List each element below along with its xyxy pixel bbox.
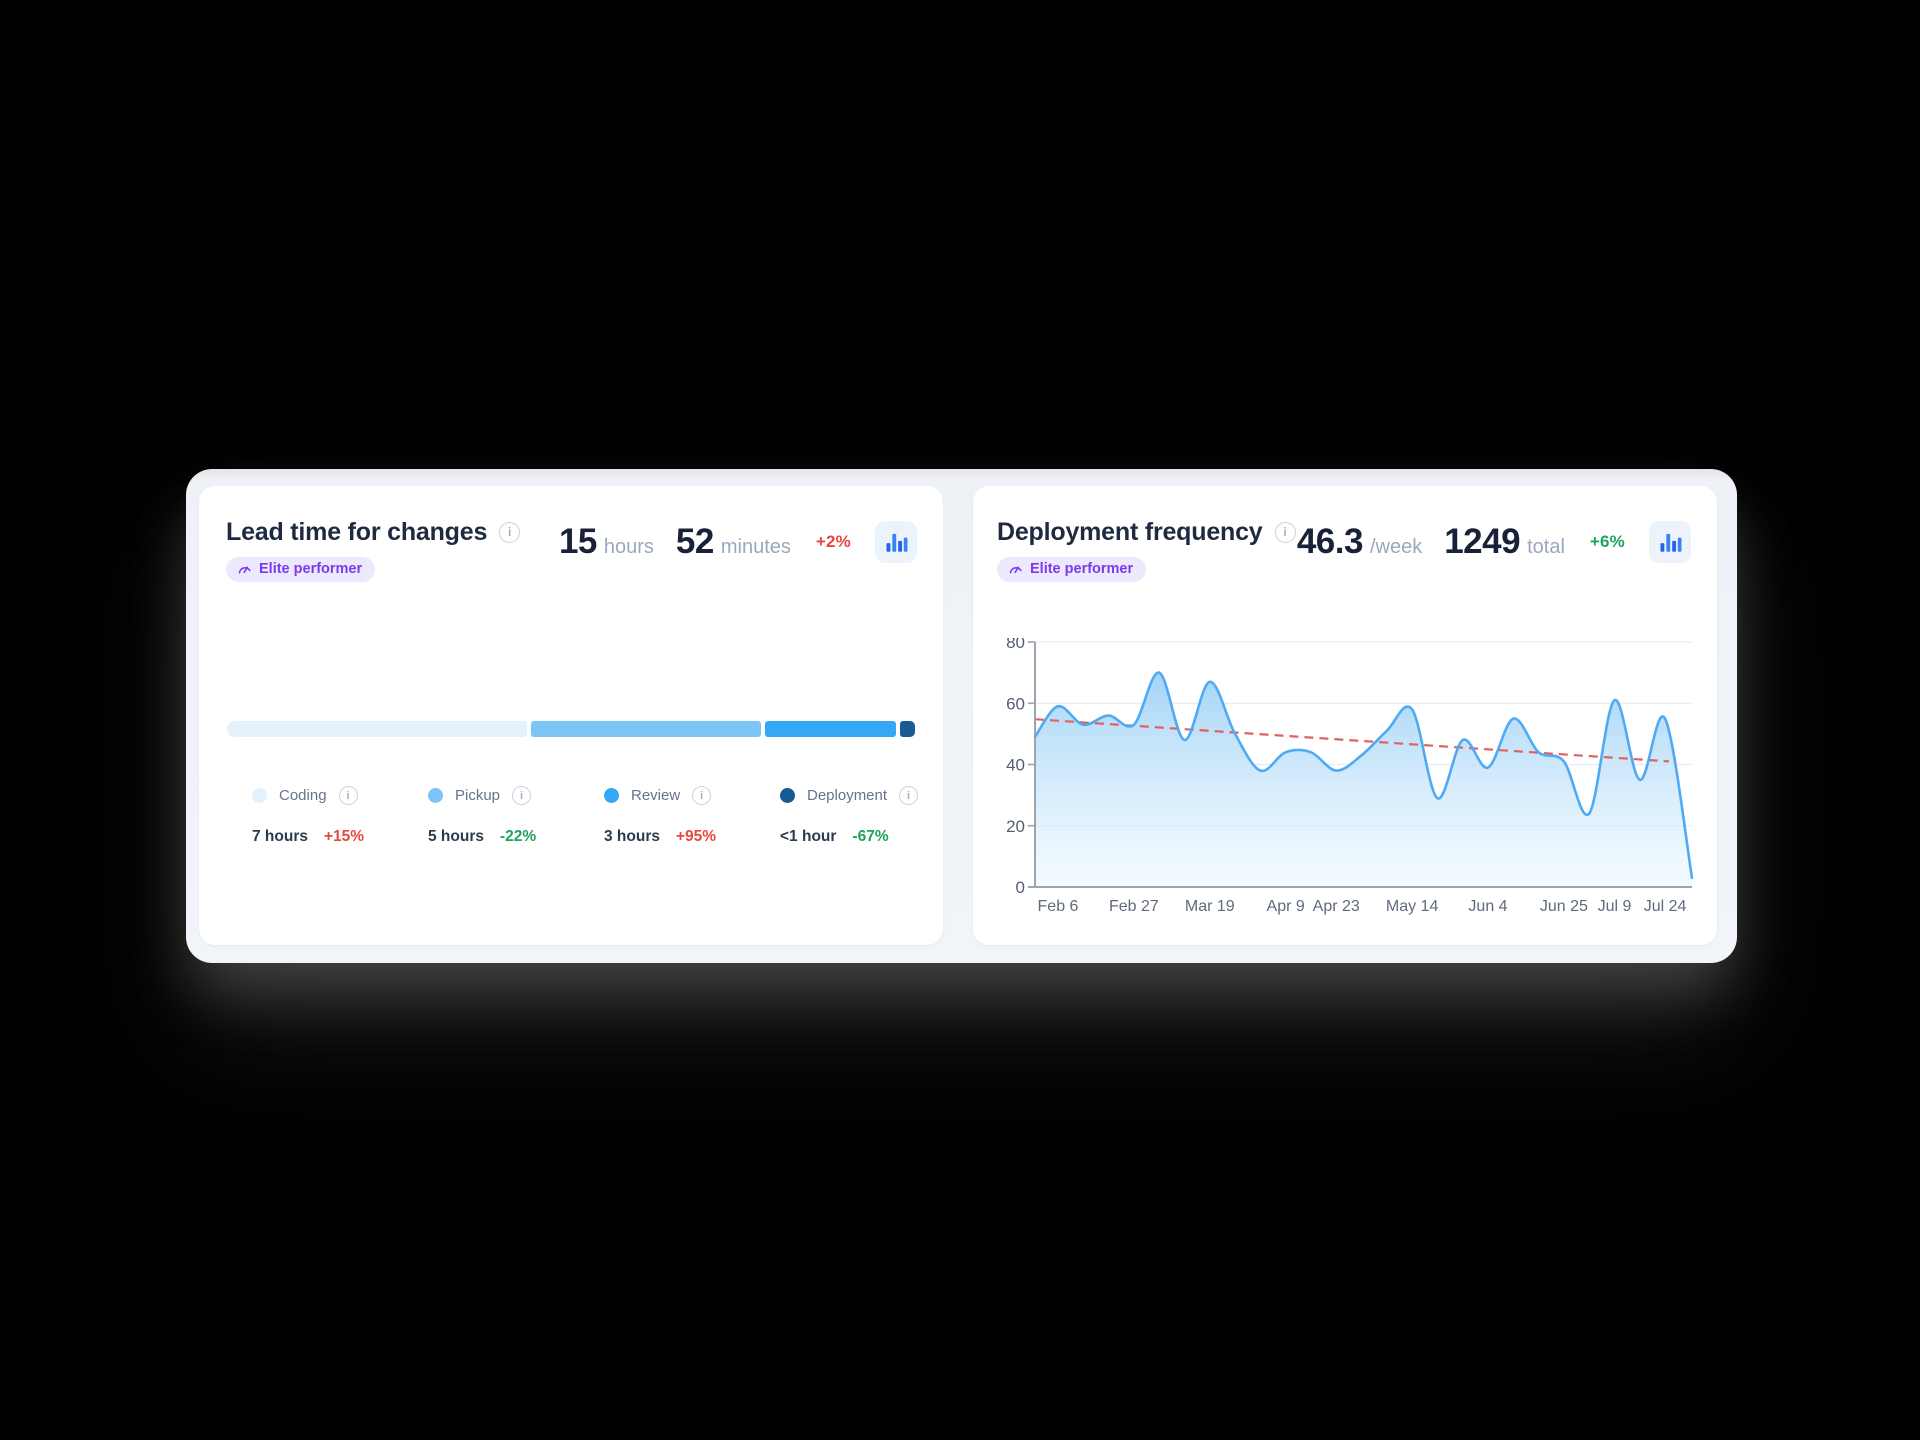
legend-item-review: Review 3 hours +95% <box>604 786 780 846</box>
metric-unit: /week <box>1369 536 1423 558</box>
legend-dot <box>604 788 619 803</box>
info-icon[interactable] <box>692 786 712 805</box>
x-axis-label: Apr 9 <box>1267 898 1305 915</box>
metric-unit: hours <box>603 536 654 558</box>
y-axis-label: 20 <box>1006 817 1025 836</box>
y-axis-label: 0 <box>1016 878 1025 897</box>
deployment-frequency-chart[interactable]: 0 20 40 60 80 Feb 6 Feb 27 Mar 19 Apr 9 Apr 23 May… <box>991 638 1695 934</box>
info-icon[interactable] <box>1274 521 1296 543</box>
legend-change: +95% <box>675 828 717 845</box>
legend-change: -22% <box>499 828 537 845</box>
lead-time-legend: Coding 7 hours +15% Pickup 5 hours -22% Review… <box>224 786 943 846</box>
change-badge: +6% <box>1589 532 1625 551</box>
x-axis-label: May 14 <box>1386 898 1439 915</box>
metric-per-week: 46.3 /week <box>1297 522 1422 562</box>
info-icon[interactable] <box>899 786 919 805</box>
x-axis-label: Jun 25 <box>1540 898 1588 915</box>
metric-total: 1249 total <box>1444 522 1565 562</box>
legend-item-deployment: Deployment <1 hour -67% <box>780 786 956 846</box>
x-axis-label: Jun 4 <box>1468 898 1507 915</box>
metric-unit: total <box>1527 536 1565 558</box>
legend-value: 3 hours <box>604 828 660 845</box>
bar-chart-icon <box>1660 533 1682 552</box>
bar-chart-icon <box>886 533 908 552</box>
metric-hours: 15 hours <box>559 522 654 562</box>
metric-value: 15 <box>558 522 597 561</box>
info-icon[interactable] <box>512 786 532 805</box>
card-title: Deployment frequency <box>997 518 1263 546</box>
trend-line <box>1034 718 1670 763</box>
legend-value: 5 hours <box>428 828 484 845</box>
elite-performer-badge: Elite performer <box>226 557 376 582</box>
metric-value: 46.3 <box>1296 522 1364 561</box>
x-axis-label: Feb 27 <box>1109 898 1159 915</box>
info-icon[interactable] <box>499 521 521 543</box>
bar-segment-pickup[interactable] <box>530 721 761 737</box>
badge-label: Elite performer <box>259 561 363 577</box>
x-axis-label: Jul 24 <box>1644 898 1687 915</box>
legend-dot <box>780 788 795 803</box>
legend-item-pickup: Pickup 5 hours -22% <box>428 786 604 846</box>
bar-segment-review[interactable] <box>764 721 896 737</box>
legend-label: Deployment <box>807 787 888 804</box>
legend-label: Coding <box>279 787 327 804</box>
legend-value: 7 hours <box>252 828 308 845</box>
metrics-panel: Lead time for changes Elite performer 15 <box>186 469 1737 963</box>
bar-segment-deployment[interactable] <box>899 721 915 737</box>
x-axis-label: Jul 9 <box>1598 898 1632 915</box>
elite-performer-badge: Elite performer <box>997 557 1147 582</box>
legend-label: Pickup <box>455 787 501 804</box>
card-deployment-frequency: Deployment frequency Elite performer 46.… <box>973 486 1717 945</box>
area-series-line <box>1033 671 1694 880</box>
y-axis-label: 60 <box>1006 694 1025 713</box>
y-axis-label: 80 <box>1006 638 1025 652</box>
lead-time-header: Lead time for changes Elite performer 15 <box>199 486 943 582</box>
legend-change: -67% <box>852 828 889 845</box>
deployment-frequency-header: Deployment frequency Elite performer 46.… <box>973 486 1717 582</box>
chart-type-button[interactable] <box>875 521 917 563</box>
lead-time-stacked-bar <box>227 721 916 737</box>
legend-change: +15% <box>323 828 365 845</box>
legend-item-coding: Coding 7 hours +15% <box>252 786 428 846</box>
metric-value: 52 <box>675 522 714 561</box>
x-axis-label: Mar 19 <box>1185 898 1235 915</box>
x-axis-label: Feb 6 <box>1038 898 1079 915</box>
bar-segment-coding[interactable] <box>227 721 527 737</box>
card-lead-time: Lead time for changes Elite performer 15 <box>199 486 943 945</box>
gauge-icon <box>238 566 251 573</box>
gauge-icon <box>1009 566 1022 573</box>
card-title: Lead time for changes <box>226 518 488 546</box>
badge-label: Elite performer <box>1030 561 1134 577</box>
metric-value: 1249 <box>1444 522 1521 561</box>
metric-unit: minutes <box>720 536 791 558</box>
legend-dot <box>428 788 443 803</box>
legend-dot <box>252 788 267 803</box>
info-icon[interactable] <box>338 786 358 805</box>
x-axis-label: Apr 23 <box>1313 898 1360 915</box>
metric-minutes: 52 minutes <box>676 522 791 562</box>
legend-value: <1 hour <box>780 828 837 845</box>
change-badge: +2% <box>815 532 851 551</box>
legend-label: Review <box>631 787 681 804</box>
y-axis-label: 40 <box>1006 756 1025 775</box>
chart-type-button[interactable] <box>1649 521 1691 563</box>
area-fill <box>1035 672 1692 887</box>
